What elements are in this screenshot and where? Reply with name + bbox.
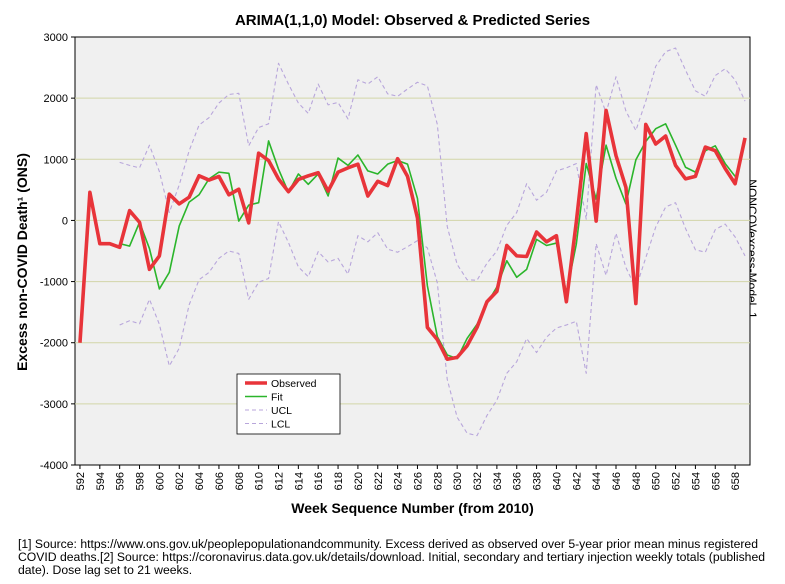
- x-tick-label: 642: [571, 472, 583, 490]
- plot-area: [74, 36, 751, 466]
- y-tick-label: -2000: [40, 338, 68, 350]
- legend-label-lcl: LCL: [271, 419, 290, 431]
- y-tick-label: -3000: [40, 399, 68, 411]
- x-axis-label: Week Sequence Number (from 2010): [291, 500, 534, 516]
- x-tick-label: 620: [353, 472, 365, 490]
- y-tick-label: -1000: [40, 277, 68, 289]
- x-tick-label: 648: [631, 472, 643, 490]
- x-tick-label: 602: [174, 472, 186, 490]
- x-tick-label: 634: [492, 472, 504, 490]
- x-axis-ticks: 592 594 596 598 600 602 604 606 608 610 612 614 616 6…: [75, 465, 742, 490]
- x-tick-label: 604: [194, 472, 206, 490]
- x-tick-label: 624: [393, 472, 405, 490]
- legend-label-observed: Observed: [271, 378, 317, 390]
- x-tick-label: 646: [611, 472, 623, 490]
- legend-label-fit: Fit: [271, 392, 283, 404]
- x-tick-label: 608: [234, 472, 246, 490]
- x-tick-label: 630: [452, 472, 464, 490]
- x-tick-label: 638: [532, 472, 544, 490]
- x-tick-label: 658: [730, 472, 742, 490]
- x-tick-label: 592: [75, 472, 87, 490]
- y-tick-label: 3000: [44, 32, 68, 44]
- x-tick-label: 640: [551, 472, 563, 490]
- x-tick-label: 626: [412, 472, 424, 490]
- y-tick-label: 2000: [44, 93, 68, 105]
- y-tick-label: -4000: [40, 460, 68, 472]
- x-tick-label: 598: [135, 472, 147, 490]
- x-tick-label: 628: [432, 472, 444, 490]
- chart-canvas: -4000 -3000 -2000 -1000 0 1000 2000 3000 592 594…: [40, 32, 751, 490]
- footnote: [1] Source: https://www.ons.gov.uk/peopl…: [18, 537, 765, 577]
- y-tick-label: 1000: [44, 154, 68, 166]
- legend-label-ucl: UCL: [271, 405, 292, 417]
- series-line-observed: [78, 108, 747, 362]
- x-tick-label: 594: [95, 472, 107, 490]
- x-tick-label: 656: [710, 472, 722, 490]
- x-tick-label: 596: [115, 472, 127, 490]
- chart-title: ARIMA(1,1,0) Model: Observed & Predicted…: [234, 12, 591, 29]
- x-tick-label: 600: [154, 472, 166, 490]
- x-tick-label: 606: [214, 472, 226, 490]
- x-tick-label: 612: [273, 472, 285, 490]
- x-tick-label: 636: [512, 472, 524, 490]
- x-tick-label: 654: [690, 472, 702, 490]
- x-tick-label: 650: [651, 472, 663, 490]
- x-tick-label: 632: [472, 472, 484, 490]
- series-line-fit: [119, 123, 736, 360]
- x-tick-label: 622: [373, 472, 385, 490]
- y-tick-label: 0: [62, 215, 68, 227]
- x-tick-label: 614: [293, 472, 305, 490]
- x-tick-label: 652: [671, 472, 683, 490]
- x-tick-label: 644: [591, 472, 603, 490]
- x-tick-label: 610: [254, 472, 266, 490]
- x-tick-label: 616: [313, 472, 325, 490]
- x-tick-label: 618: [333, 472, 345, 490]
- series-line-lcl: [119, 202, 746, 437]
- series-lines: [78, 47, 747, 437]
- y-axis-ticks: -4000 -3000 -2000 -1000 0 1000 2000 3000: [40, 32, 75, 472]
